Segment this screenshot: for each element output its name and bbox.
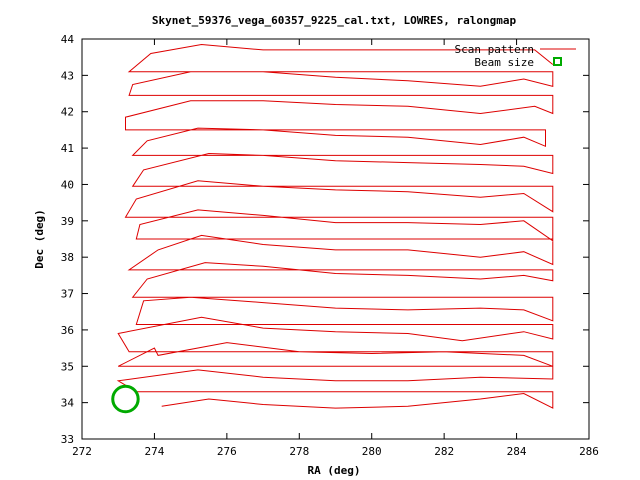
legend-label-beam-size: Beam size bbox=[474, 56, 534, 69]
x-tick-label: 286 bbox=[579, 445, 599, 458]
legend-label-scan-pattern: Scan pattern bbox=[455, 43, 534, 56]
x-tick-label: 280 bbox=[362, 445, 382, 458]
y-tick-label: 37 bbox=[61, 288, 74, 301]
axis-ticks: 272 274 276 278 280 282 284 286 33 34 35 36 37 38 39 40… bbox=[61, 33, 599, 458]
legend: Scan pattern Beam size bbox=[455, 43, 576, 69]
x-tick-label: 282 bbox=[434, 445, 454, 458]
beam-size-circle bbox=[111, 384, 140, 414]
x-axis-label: RA (deg) bbox=[308, 464, 361, 477]
x-tick-label: 274 bbox=[144, 445, 164, 458]
y-tick-label: 35 bbox=[61, 360, 74, 373]
series-layer bbox=[111, 43, 554, 414]
x-tick-label: 278 bbox=[289, 445, 309, 458]
y-tick-label: 43 bbox=[61, 69, 74, 82]
chart-title: Skynet_59376_vega_60357_9225_cal.txt, LO… bbox=[152, 14, 517, 27]
y-tick-label: 41 bbox=[61, 142, 74, 155]
y-tick-label: 38 bbox=[61, 251, 74, 264]
y-tick-label: 36 bbox=[61, 324, 74, 337]
y-tick-label: 39 bbox=[61, 215, 74, 228]
y-tick-label: 44 bbox=[61, 33, 75, 46]
y-tick-label: 33 bbox=[61, 433, 74, 446]
x-tick-label: 272 bbox=[72, 445, 92, 458]
x-tick-label: 284 bbox=[507, 445, 527, 458]
legend-swatch-beam-size bbox=[553, 57, 562, 66]
y-tick-label: 34 bbox=[61, 397, 75, 410]
y-axis-label: Dec (deg) bbox=[33, 209, 46, 269]
scan-pattern-line bbox=[116, 43, 554, 409]
x-tick-label: 276 bbox=[217, 445, 237, 458]
y-tick-label: 40 bbox=[61, 178, 74, 191]
y-tick-label: 42 bbox=[61, 106, 74, 119]
plot-frame bbox=[81, 38, 590, 440]
